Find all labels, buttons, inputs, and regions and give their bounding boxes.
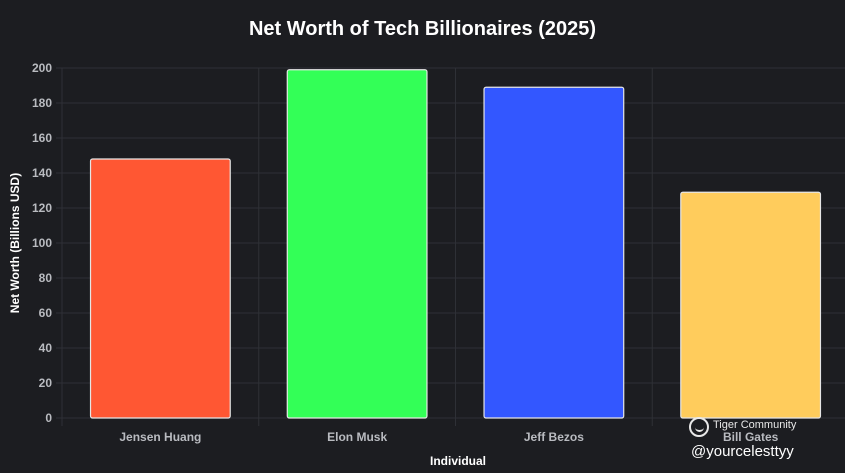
bar-bill-gates [680,191,822,419]
bar-elon-musk [286,69,428,419]
x-tick-label: Bill Gates [723,430,779,444]
y-tick-label: 140 [32,166,52,180]
bars [89,69,822,419]
x-axis-ticks: Jensen Huang Elon Musk Jeff Bezos Bill Gate… [119,430,778,444]
y-tick-label: 120 [32,201,52,215]
y-tick-label: 160 [32,131,52,145]
y-axis-title: Net Worth (Billions USD) [8,173,22,313]
y-axis-ticks: 0 20 40 60 80 100 120 140 160 180 200 [32,61,52,425]
x-tick-label: Jeff Bezos [524,430,584,444]
y-tick-label: 80 [39,271,53,285]
chart-title: Net Worth of Tech Billionaires (2025) [248,18,597,40]
y-tick-label: 100 [32,236,52,250]
y-tick-label: 180 [32,96,52,110]
x-axis-title: Individual [430,454,486,468]
tiger-logo-icon [689,417,709,437]
x-tick-label: Elon Musk [327,430,387,444]
watermark-handle: @yourcelesttyy [691,443,794,460]
bar-jensen-huang [89,158,231,419]
x-tick-label: Jensen Huang [119,430,201,444]
y-tick-label: 60 [39,306,53,320]
watermark: Tiger Community @yourcelesttyy [689,413,829,463]
watermark-community: Tiger Community [713,419,797,431]
bar-jeff-bezos [483,86,625,419]
y-tick-label: 200 [32,61,52,75]
y-tick-label: 40 [39,341,53,355]
y-tick-label: 0 [45,411,52,425]
y-tick-label: 20 [39,376,53,390]
